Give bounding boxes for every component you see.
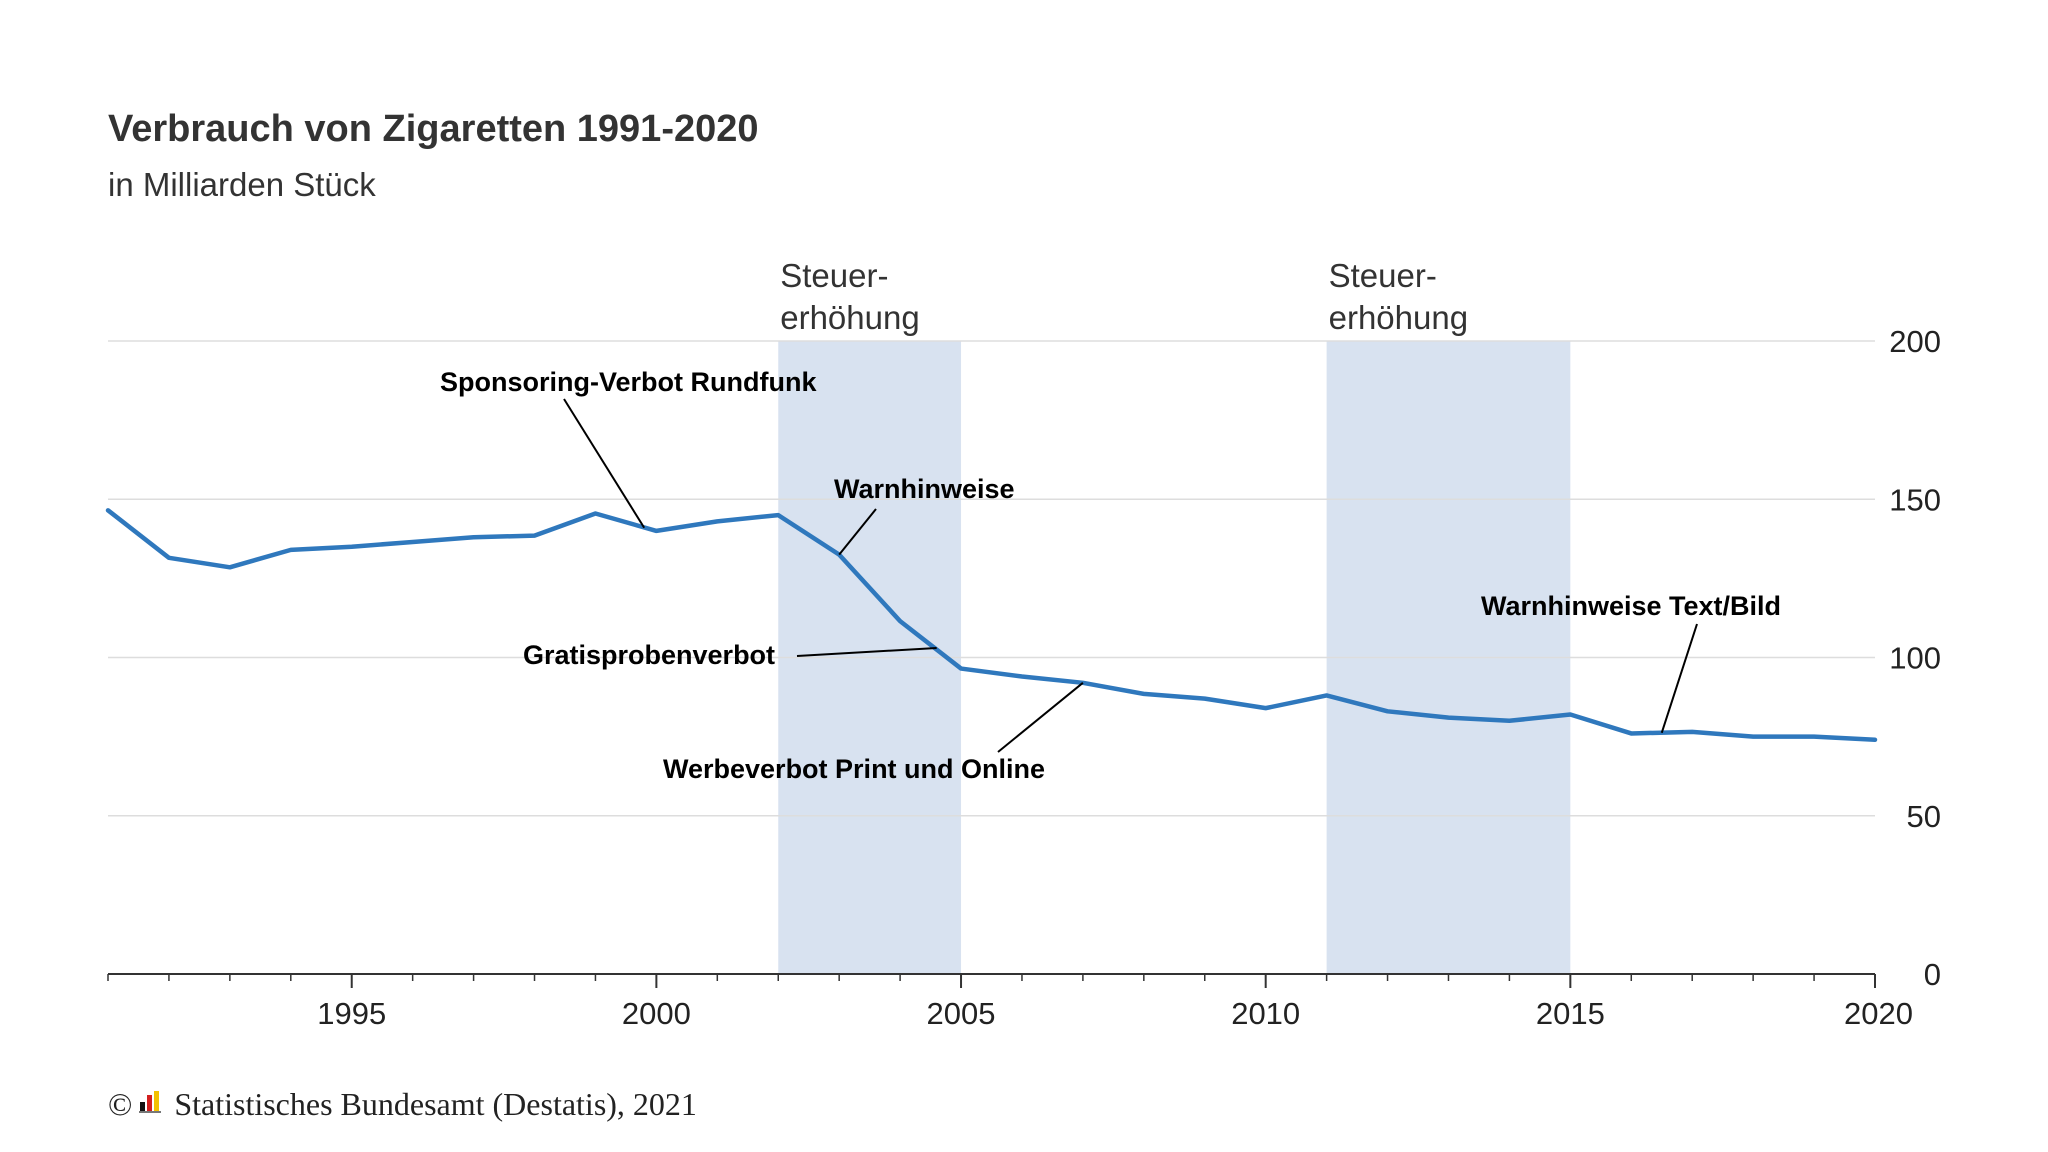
gridlines: [108, 340, 1875, 817]
y-tick-label: 0: [1924, 957, 1941, 992]
annotation-leader-line: [997, 682, 1084, 753]
consumption-series: [105, 508, 1878, 743]
tax-band-label-line2: erhöhung: [1329, 299, 1468, 336]
annotation-label: Warnhinweise: [834, 474, 1015, 504]
x-tick-label: 1995: [317, 996, 386, 1031]
y-tick-label: 200: [1889, 324, 1941, 359]
x-tick-label: 2015: [1536, 996, 1605, 1031]
tax-band-label-line2: erhöhung: [780, 299, 919, 336]
source-note: © Statistisches Bundesamt (Destatis), 20…: [108, 1086, 697, 1123]
y-axis-labels: 0 50 100 150 200: [1889, 324, 1941, 992]
source-text: Statistisches Bundesamt (Destatis), 2021: [174, 1086, 697, 1122]
annotation-leader-line: [838, 508, 877, 556]
annotation-leader-line: [563, 398, 646, 529]
destatis-logo-icon: [138, 1086, 166, 1123]
annotation-label: Sponsoring-Verbot Rundfunk: [440, 367, 817, 397]
x-tick-label: 2000: [622, 996, 691, 1031]
x-axis-labels: 1995 2000 2005 2010 2015 2020: [317, 996, 1913, 1031]
chart-title: Verbrauch von Zigaretten 1991-2020: [108, 108, 759, 150]
series-line: [105, 508, 1878, 743]
tax-band-label-line1: Steuer-: [1329, 257, 1437, 294]
x-tick-label: 2010: [1231, 996, 1300, 1031]
x-axis: [107, 973, 1876, 988]
annotation-label: Gratisprobenverbot: [523, 640, 775, 670]
copyright-symbol: ©: [108, 1086, 133, 1122]
x-tick-label: 2005: [927, 996, 996, 1031]
tax-band-label-line1: Steuer-: [780, 257, 888, 294]
annotation-label: Warnhinweise Text/Bild: [1481, 591, 1781, 621]
chart-subtitle: in Milliarden Stück: [108, 166, 376, 203]
y-tick-label: 100: [1889, 641, 1941, 676]
annotation-leader-line: [1660, 623, 1698, 734]
annotation-label: Werbeverbot Print und Online: [663, 754, 1045, 784]
annotations: Sponsoring-Verbot Rundfunk Warnhinweise Gr…: [440, 367, 1781, 784]
y-tick-label: 50: [1907, 799, 1941, 834]
x-tick-label: 2020: [1844, 996, 1913, 1031]
y-tick-label: 150: [1889, 482, 1941, 517]
annotation-leader-line: [796, 647, 937, 657]
